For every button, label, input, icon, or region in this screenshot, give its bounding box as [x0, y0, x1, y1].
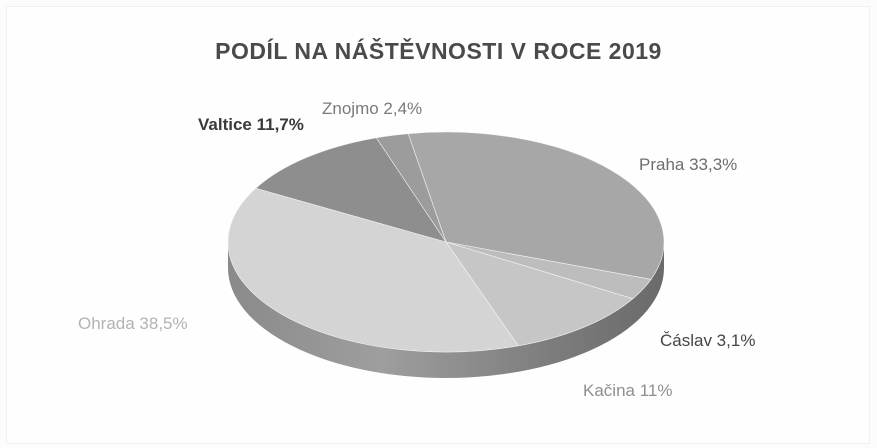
data-label-valtice: Valtice 11,7% — [198, 115, 304, 134]
data-label-znojmo: Znojmo 2,4% — [322, 99, 423, 118]
pie-side — [228, 242, 664, 378]
data-label-caslav: Čáslav 3,1% — [660, 331, 756, 350]
pie-slice-ohrada[interactable] — [227, 187, 519, 353]
pie-side-wall — [228, 242, 664, 378]
pie-slice-kačina[interactable] — [445, 241, 634, 347]
pie-slice-praha[interactable] — [407, 131, 665, 280]
data-label-praha: Praha 33,3% — [639, 155, 738, 174]
pie-slice-znojmo[interactable] — [375, 133, 447, 243]
pie-slice-valtice[interactable] — [255, 137, 447, 243]
data-label-kacina: Kačina 11% — [583, 381, 673, 400]
chart-title: PODÍL NA NÁŠTĚVNOSTI V ROCE 2019 — [215, 38, 662, 64]
pie-top-surface — [227, 131, 665, 353]
data-label-ohrada: Ohrada 38,5% — [78, 314, 188, 333]
